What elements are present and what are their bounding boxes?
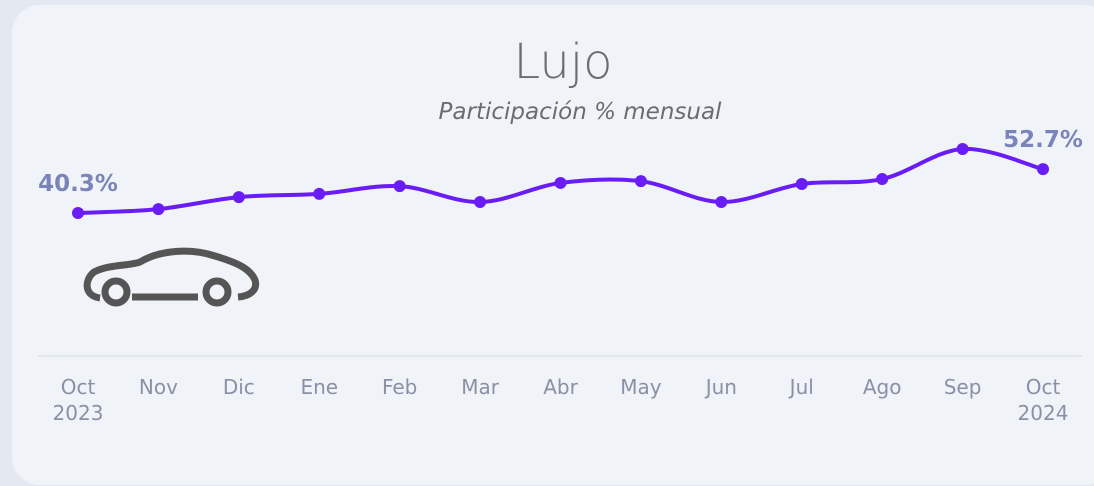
card	[12, 5, 1094, 485]
x-tick-label: Abr	[543, 375, 578, 399]
chart-subtitle: Participación % mensual	[439, 99, 723, 125]
point	[474, 196, 487, 209]
point	[956, 143, 969, 155]
point	[232, 191, 245, 204]
x-tick-label: Sep	[943, 375, 982, 399]
x-tick-label: Ago	[862, 375, 902, 399]
point	[715, 196, 728, 209]
x-tick-label: Mar	[461, 375, 499, 399]
x-tick-label: Feb	[381, 375, 418, 399]
x-tick-label: Jun	[705, 375, 737, 399]
x-tick-label: Nov	[138, 375, 178, 399]
car-icon	[83, 247, 260, 307]
x-tick-label: Ene	[300, 375, 339, 399]
point	[795, 178, 808, 191]
x-tick-label: Dic	[222, 375, 255, 399]
chart-title: Lujo	[513, 34, 612, 90]
point	[393, 180, 406, 193]
value-label: 52.7%	[1003, 127, 1083, 153]
x-tick-label: Oct 2023	[52, 375, 104, 425]
point	[152, 203, 165, 216]
point	[313, 187, 326, 200]
value-label: 40.3%	[38, 171, 118, 197]
point	[876, 173, 889, 186]
x-tick-label: Jul	[789, 375, 814, 399]
x-tick-label: Oct 2024	[1017, 375, 1069, 425]
x-tick-label: May	[620, 375, 662, 399]
point	[554, 176, 567, 189]
point	[72, 207, 84, 219]
point	[1037, 163, 1049, 176]
point	[634, 175, 647, 188]
